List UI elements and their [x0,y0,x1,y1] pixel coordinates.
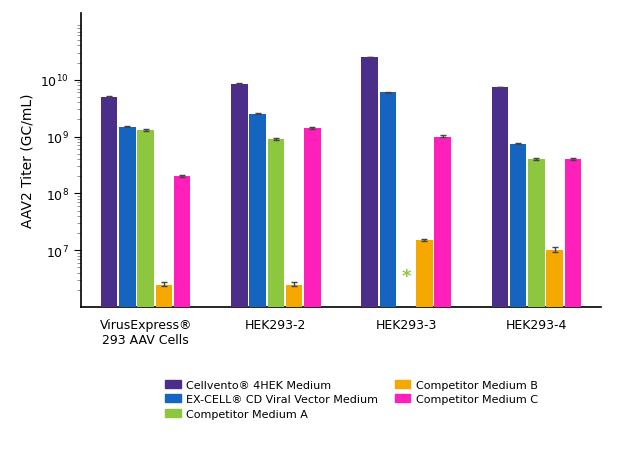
Bar [379,93,396,459]
Bar [510,145,526,459]
Bar [565,160,581,459]
Bar [528,160,544,459]
Bar [416,241,433,459]
Bar [361,58,378,459]
Bar [492,88,508,459]
Bar [435,137,451,459]
Bar [268,140,284,459]
Bar [249,115,266,459]
Bar [156,285,172,459]
Bar [546,251,563,459]
Legend: Cellvento® 4HEK Medium, EX-CELL® CD Viral Vector Medium, Competitor Medium A, Co: Cellvento® 4HEK Medium, EX-CELL® CD Vira… [162,378,540,421]
Bar [101,98,117,459]
Bar [231,84,247,459]
Y-axis label: AAV2 Titer (GC/mL): AAV2 Titer (GC/mL) [20,94,35,228]
Bar [304,129,321,459]
Bar [174,177,190,459]
Bar [119,127,136,459]
Bar [286,285,303,459]
Text: *: * [401,268,411,285]
Bar [138,131,154,459]
